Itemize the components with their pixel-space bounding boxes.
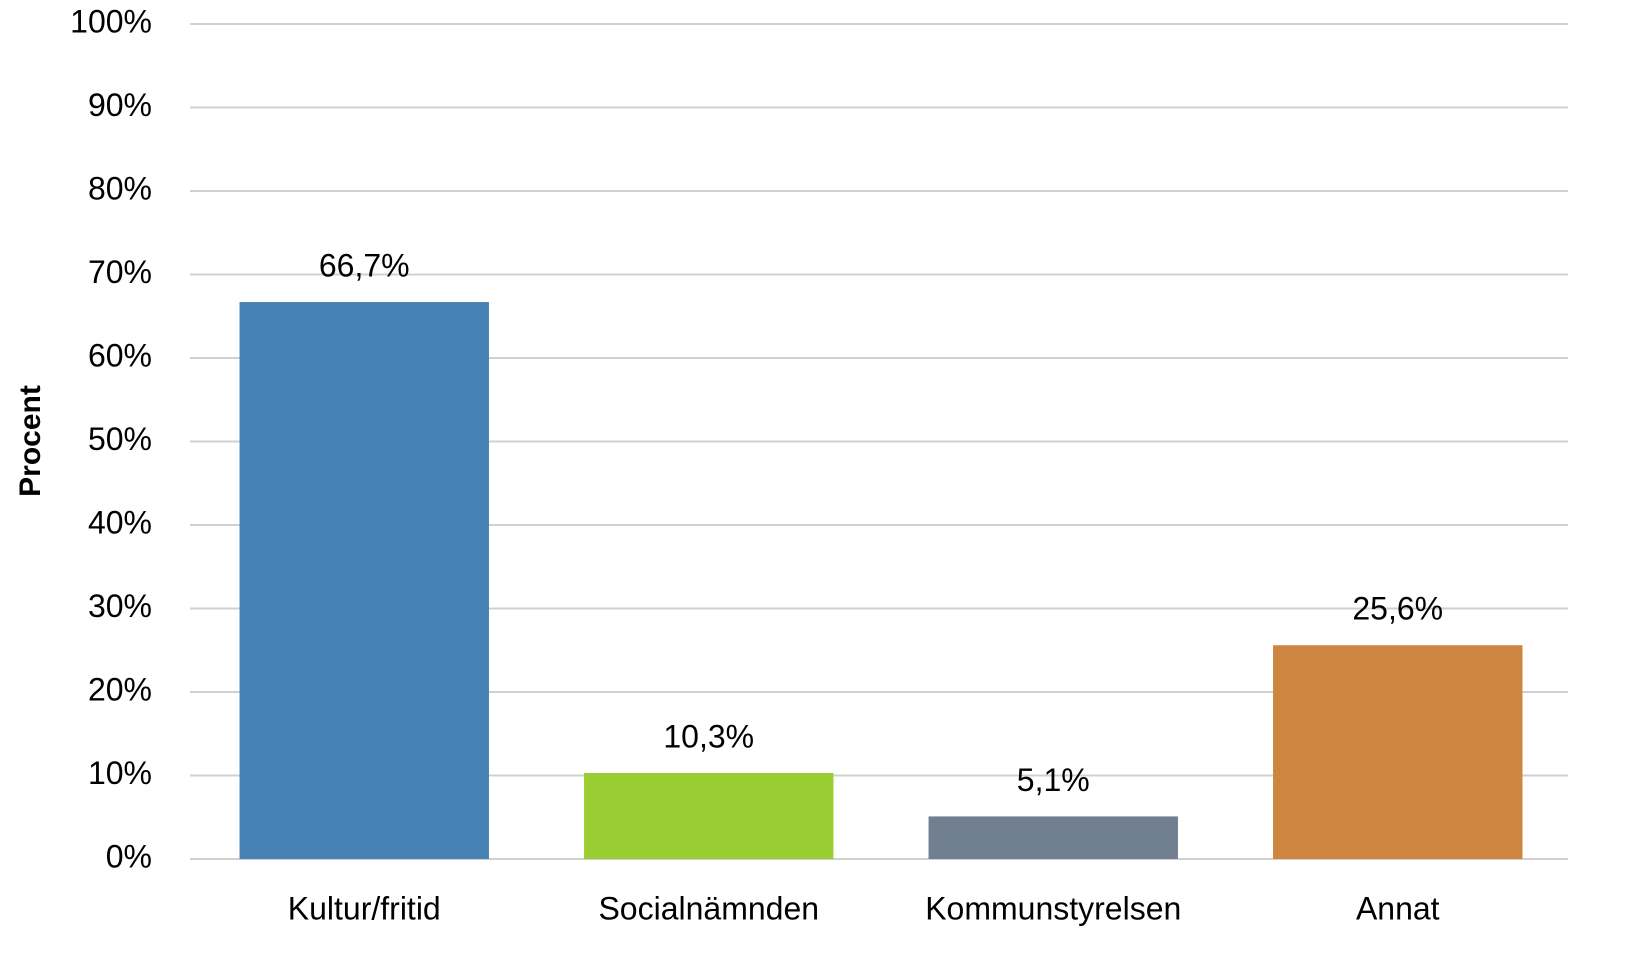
x-tick-label: Kultur/fritid (288, 890, 441, 926)
y-tick-label: 10% (88, 755, 152, 791)
x-tick-label: Annat (1356, 890, 1440, 926)
bar (584, 772, 834, 859)
y-tick-label: 0% (106, 838, 152, 874)
bar (239, 302, 489, 859)
y-tick-label: 60% (88, 337, 152, 373)
x-tick-label: Kommunstyrelsen (925, 890, 1181, 926)
y-tick-label: 50% (88, 421, 152, 457)
data-label: 66,7% (319, 248, 410, 284)
data-label: 5,1% (1017, 762, 1090, 798)
y-tick-label: 40% (88, 504, 152, 540)
y-tick-label: 30% (88, 588, 152, 624)
data-label: 25,6% (1352, 591, 1443, 627)
y-tick-label: 80% (88, 170, 152, 206)
x-tick-label: Socialnämnden (598, 890, 819, 926)
y-tick-label: 70% (88, 254, 152, 290)
y-tick-label: 90% (88, 87, 152, 123)
bar (928, 816, 1178, 859)
data-label: 10,3% (663, 718, 754, 754)
y-tick-label: 100% (70, 3, 152, 39)
y-tick-label: 20% (88, 671, 152, 707)
bar (1273, 645, 1523, 859)
y-axis-title: Procent (14, 385, 47, 497)
